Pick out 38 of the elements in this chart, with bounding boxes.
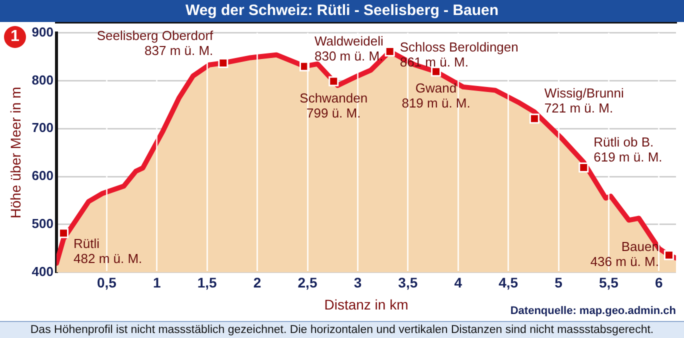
x-tick-label: 4,5 bbox=[498, 274, 518, 291]
y-tick-label: 800 bbox=[32, 72, 54, 88]
y-tick-label: 700 bbox=[32, 120, 54, 136]
annotation: Wissig/Brunni 721 m ü. M. bbox=[544, 86, 624, 116]
x-tick-label: 3 bbox=[354, 274, 362, 291]
point bbox=[218, 58, 228, 68]
x-tick-label: 1,5 bbox=[197, 274, 218, 291]
point bbox=[431, 66, 442, 77]
x-axis-title: Distanz in km bbox=[324, 296, 408, 312]
annotation: Rütli ob B. 619 m ü. M. bbox=[594, 134, 662, 165]
point bbox=[529, 114, 540, 124]
point bbox=[328, 76, 339, 86]
annotation: Waldweideli 830 m ü. M. bbox=[314, 33, 384, 64]
y-tick-label: 600 bbox=[32, 168, 54, 184]
x-tick-label: 5 bbox=[554, 274, 563, 291]
x-tick-label: 3,5 bbox=[398, 274, 418, 291]
x-tick-label: 0,5 bbox=[96, 274, 117, 291]
annotation: Seelisberg Oberdorf 837 m ü. M. bbox=[96, 28, 214, 58]
x-tick-label: 4 bbox=[454, 274, 462, 291]
annotation: Gwand 819 m ü. M. bbox=[402, 80, 470, 111]
point bbox=[578, 162, 589, 172]
x-tick-label: 2 bbox=[253, 274, 262, 291]
y-tick-label: 900 bbox=[32, 24, 54, 40]
point bbox=[664, 250, 674, 260]
y-tick-label: 400 bbox=[32, 264, 54, 279]
y-tick-label: 500 bbox=[32, 216, 54, 232]
text: 1 bbox=[4, 26, 26, 48]
annotation: Rütli 482 m ü. M. bbox=[74, 236, 142, 266]
x-tick-label: 6 bbox=[655, 274, 664, 291]
chart-title: Weg der Schweiz: Rütli - Seelisberg - Bauen bbox=[0, 0, 684, 22]
point bbox=[58, 228, 69, 238]
annotation: Schwanden 799 ü. M. bbox=[300, 90, 368, 120]
x-tick-label: 2,5 bbox=[298, 274, 318, 291]
y-axis-title: Höhe über Meer in m bbox=[7, 86, 24, 218]
text: Datenquelle: map.geo.admin.ch bbox=[510, 305, 676, 317]
text: Das Höhenprofil ist nicht massstäblich gezeichnet. Die horizontalen und vertikalen Distanzen sind nicht massstabsgerecht. bbox=[0, 321, 684, 338]
x-tick-label: 1 bbox=[153, 274, 161, 291]
x-tick-label: 5,5 bbox=[598, 274, 619, 291]
